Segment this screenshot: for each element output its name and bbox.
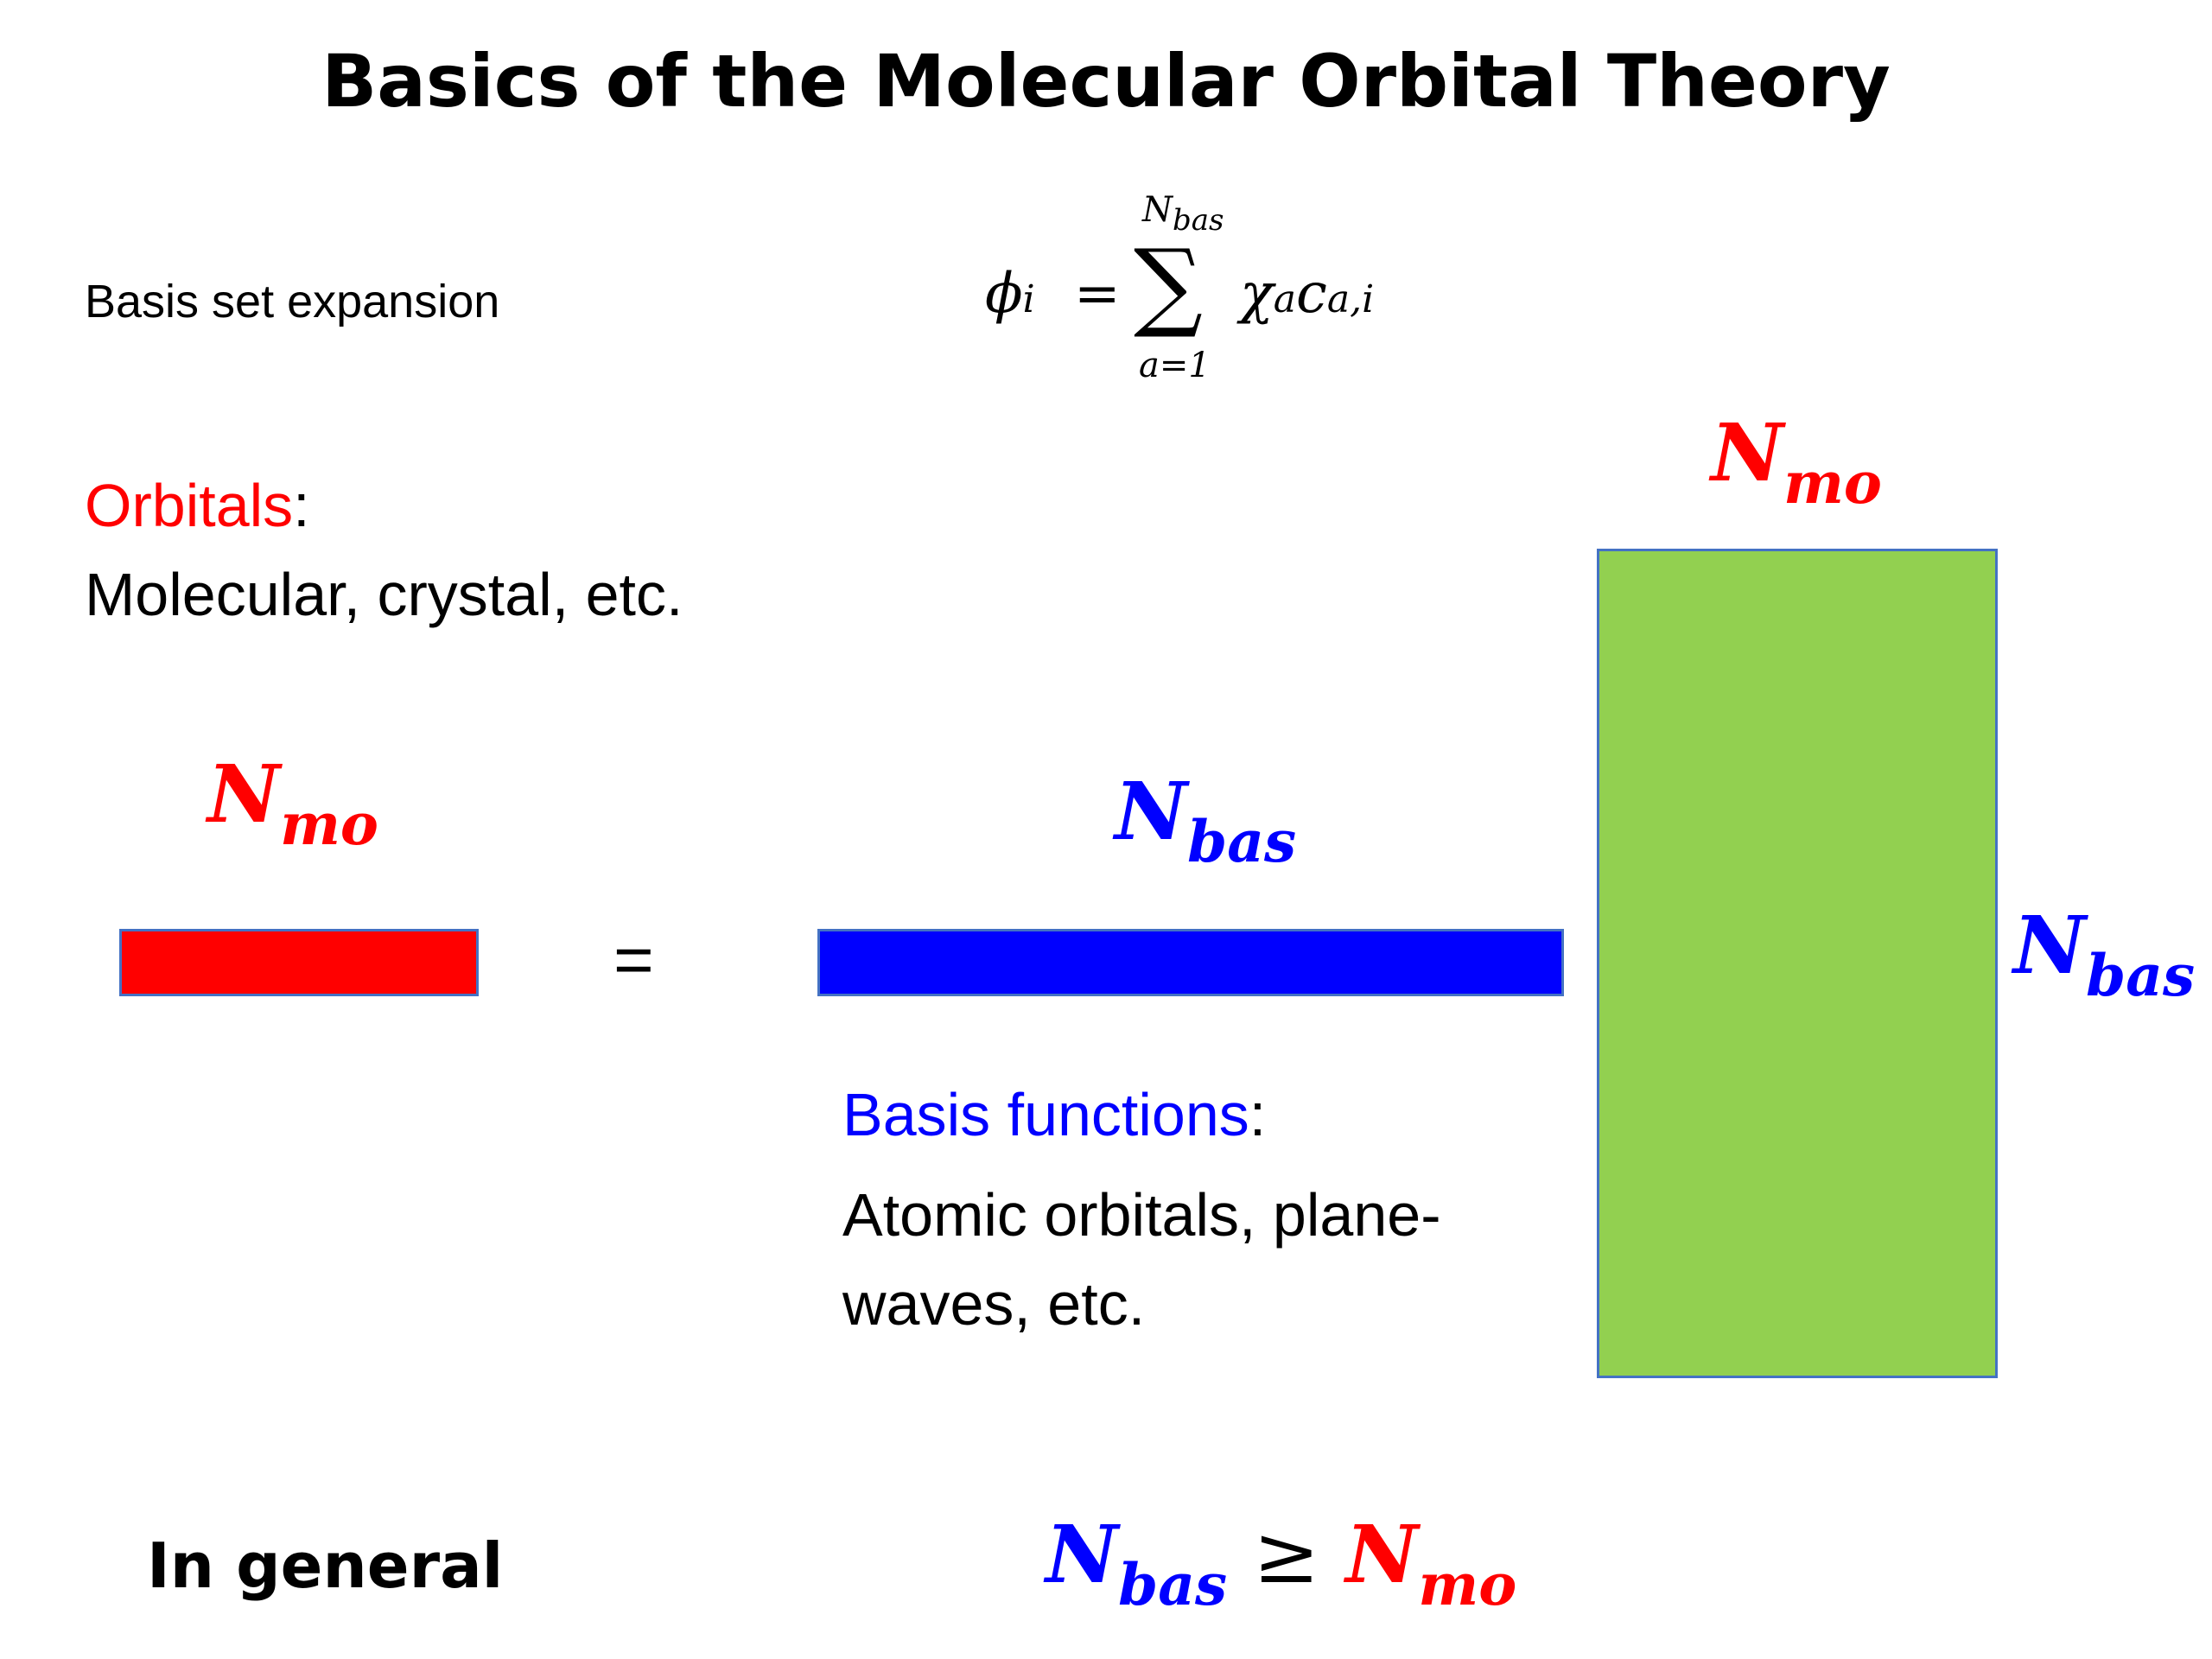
- symbol-n: N: [2013, 899, 2087, 992]
- inequality-lhs: Nbas: [1046, 1508, 1227, 1618]
- basis-count-inequality: Nbas ≥ Nmo: [1046, 1508, 1516, 1618]
- green-matrix-side-label: Nbas: [2013, 899, 2195, 1009]
- blue-vector-label: Nbas: [1115, 765, 1296, 875]
- formula-sum-sign: ∑: [1134, 229, 1203, 341]
- symbol-mo-sub: mo: [1783, 449, 1882, 517]
- symbol-n: N: [1345, 1508, 1419, 1601]
- inequality-rhs: Nmo: [1345, 1508, 1516, 1618]
- equals-sign: =: [613, 921, 654, 998]
- orbitals-heading-word: Orbitals: [85, 472, 294, 539]
- green-matrix-top-label: Nmo: [1711, 406, 1882, 517]
- symbol-mo-sub: mo: [280, 791, 378, 858]
- formula-upper-limit: Nbas: [1142, 190, 1224, 238]
- formula-lhs: ϕi: [985, 262, 1035, 326]
- formula-chi-sub: a: [1273, 277, 1297, 321]
- basis-functions-heading: Basis functions:: [842, 1080, 1266, 1149]
- in-general-label: In general: [147, 1529, 504, 1602]
- symbol-n: N: [1046, 1508, 1119, 1601]
- formula-chi: χ: [1240, 262, 1274, 326]
- orbitals-description: Molecular, crystal, etc.: [85, 561, 683, 628]
- basis-row-vector: [817, 929, 1564, 996]
- basis-set-expansion-label: Basis set expansion: [85, 276, 500, 327]
- basis-functions-description: Atomic orbitals, plane-waves, etc.: [842, 1181, 1441, 1338]
- symbol-n: N: [207, 747, 281, 841]
- symbol-mo-sub: mo: [1418, 1551, 1517, 1618]
- formula-c-sub: a,i: [1326, 277, 1375, 321]
- formula-lower-limit: a=1: [1139, 346, 1211, 385]
- red-vector-label: Nmo: [207, 747, 378, 858]
- page-title: Basics of the Molecular Orbital Theory: [321, 39, 1891, 124]
- formula-upper-limit-sub: bas: [1173, 203, 1224, 238]
- orbital-row-vector: [119, 929, 479, 996]
- formula-phi-index: i: [1022, 277, 1035, 321]
- symbol-bas-sub: bas: [1187, 808, 1297, 875]
- basis-functions-heading-colon: :: [1249, 1081, 1267, 1148]
- symbol-n: N: [1711, 406, 1784, 499]
- formula-equals: =: [1074, 262, 1121, 326]
- coefficient-matrix: [1597, 549, 1998, 1378]
- symbol-n: N: [1115, 765, 1188, 858]
- formula-phi: ϕ: [985, 262, 1023, 326]
- basis-expansion-formula: ϕi = Nbas ∑ a=1 χaca,i: [985, 190, 1434, 393]
- orbitals-heading: Orbitals:: [85, 471, 310, 540]
- symbol-bas-sub: bas: [1118, 1551, 1228, 1618]
- orbitals-heading-colon: :: [293, 472, 310, 539]
- formula-c: c: [1296, 262, 1327, 326]
- inequality-sign: ≥: [1253, 1509, 1320, 1601]
- basis-functions-heading-word: Basis functions: [842, 1081, 1249, 1148]
- formula-upper-limit-n: N: [1142, 190, 1173, 230]
- symbol-bas-sub: bas: [2086, 942, 2196, 1009]
- formula-term: χaca,i: [1240, 262, 1374, 326]
